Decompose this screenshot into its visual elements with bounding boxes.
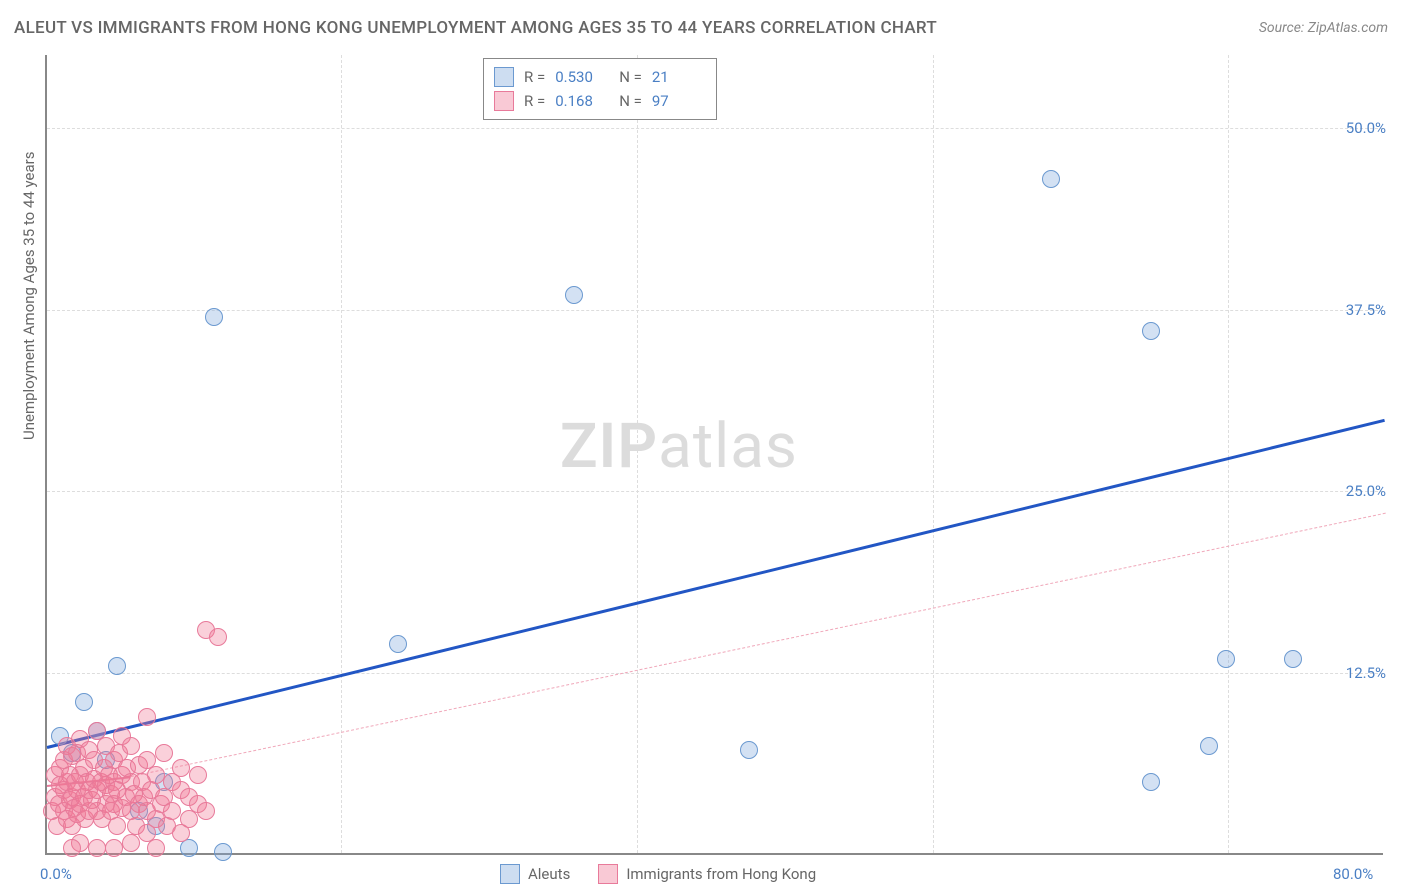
data-point (108, 657, 126, 675)
legend-swatch (494, 67, 514, 87)
data-point (138, 708, 156, 726)
chart-title: ALEUT VS IMMIGRANTS FROM HONG KONG UNEMP… (14, 18, 937, 38)
x-tick-label: 0.0% (40, 865, 72, 883)
data-point (209, 628, 227, 646)
data-point (147, 839, 165, 857)
data-point (155, 744, 173, 762)
data-point (565, 286, 583, 304)
y-tick-label: 50.0% (1346, 119, 1386, 137)
legend-r-value: 0.168 (555, 92, 609, 110)
legend-label: Aleuts (528, 865, 570, 883)
grid-line-h (47, 491, 1383, 492)
y-axis-label: Unemployment Among Ages 35 to 44 years (20, 152, 38, 440)
legend-n-label: N = (619, 92, 642, 110)
y-tick-label: 25.0% (1346, 482, 1386, 500)
data-point (1284, 650, 1302, 668)
legend-label: Immigrants from Hong Kong (626, 865, 816, 883)
data-point (189, 766, 207, 784)
series-legend: Aleuts Immigrants from Hong Kong (500, 864, 816, 884)
data-point (205, 308, 223, 326)
source-attribution: Source: ZipAtlas.com (1259, 20, 1388, 36)
grid-line-h (47, 310, 1383, 311)
correlation-legend: R = 0.530 N = 21 R = 0.168 N = 97 (483, 58, 717, 120)
trend-line (131, 513, 1386, 777)
legend-r-label: R = (524, 92, 545, 110)
grid-line-v (933, 55, 934, 853)
legend-r-value: 0.530 (555, 68, 609, 86)
data-point (172, 759, 190, 777)
legend-swatch (500, 864, 520, 884)
x-tick-label: 80.0% (1333, 865, 1373, 883)
grid-line-v (1228, 55, 1229, 853)
watermark: ZIPatlas (560, 410, 798, 483)
data-point (1142, 773, 1160, 791)
data-point (1142, 322, 1160, 340)
data-point (389, 635, 407, 653)
data-point (105, 839, 123, 857)
legend-swatch (494, 91, 514, 111)
legend-row: R = 0.168 N = 97 (494, 89, 706, 113)
legend-item: Immigrants from Hong Kong (598, 864, 816, 884)
data-point (740, 741, 758, 759)
grid-line-h (47, 673, 1383, 674)
data-point (122, 737, 140, 755)
data-point (122, 834, 140, 852)
legend-row: R = 0.530 N = 21 (494, 65, 706, 89)
data-point (88, 839, 106, 857)
data-point (214, 843, 232, 861)
legend-n-label: N = (619, 68, 642, 86)
legend-r-label: R = (524, 68, 545, 86)
data-point (197, 802, 215, 820)
grid-line-h (47, 128, 1383, 129)
data-point (1217, 650, 1235, 668)
data-point (163, 802, 181, 820)
data-point (1042, 170, 1060, 188)
legend-swatch (598, 864, 618, 884)
data-point (147, 766, 165, 784)
data-point (75, 693, 93, 711)
data-point (1200, 737, 1218, 755)
legend-n-value: 97 (652, 92, 706, 110)
data-point (108, 817, 126, 835)
y-tick-label: 37.5% (1346, 301, 1386, 319)
legend-n-value: 21 (652, 68, 706, 86)
grid-line-v (341, 55, 342, 853)
legend-item: Aleuts (500, 864, 570, 884)
data-point (63, 839, 81, 857)
y-tick-label: 12.5% (1346, 664, 1386, 682)
